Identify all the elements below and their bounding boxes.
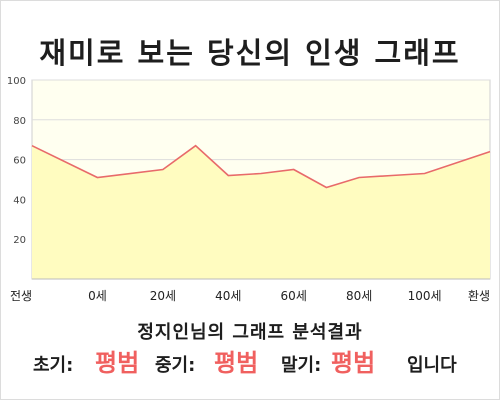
page-title: 재미로 보는 당신의 인생 그래프 (39, 36, 461, 70)
early-result: 평범 (95, 349, 140, 377)
mid-result: 평범 (214, 349, 259, 377)
x-tick-label: 100세 (408, 289, 442, 303)
x-tick-label: 전생 (10, 289, 32, 303)
y-tick-label: 40 (13, 195, 26, 206)
life-graph-chart: 20 40 60 80 100 전생 0세 20세 40세 60세 80세 100세 환생 (7, 76, 491, 303)
early-label: 초기: (33, 355, 74, 376)
late-label: 말기: (281, 355, 322, 376)
late-result: 평범 (331, 349, 376, 377)
analysis-summary: 초기: 평범 중기: 평범 말기: 평범 입니다 (0, 347, 500, 381)
x-tick-label: 20세 (150, 289, 176, 303)
y-tick-label: 100 (7, 76, 26, 87)
x-tick-labels: 전생 0세 20세 40세 60세 80세 100세 환생 (10, 289, 490, 303)
y-tick-label: 20 (13, 235, 26, 246)
x-tick-label: 60세 (281, 289, 307, 303)
y-tick-labels: 20 40 60 80 100 (7, 76, 26, 246)
y-tick-label: 60 (13, 156, 26, 167)
x-tick-label: 0세 (88, 289, 107, 303)
x-tick-label: 환생 (468, 289, 490, 303)
x-tick-label: 40세 (215, 289, 241, 303)
x-tick-label: 80세 (346, 289, 372, 303)
ending-text: 입니다 (407, 355, 457, 376)
analysis-subtitle: 정지인님의 그래프 분석결과 (137, 322, 363, 343)
y-tick-label: 80 (13, 116, 26, 127)
mid-label: 중기: (155, 355, 196, 376)
series-area (32, 145, 490, 279)
series-line (31, 144, 491, 189)
